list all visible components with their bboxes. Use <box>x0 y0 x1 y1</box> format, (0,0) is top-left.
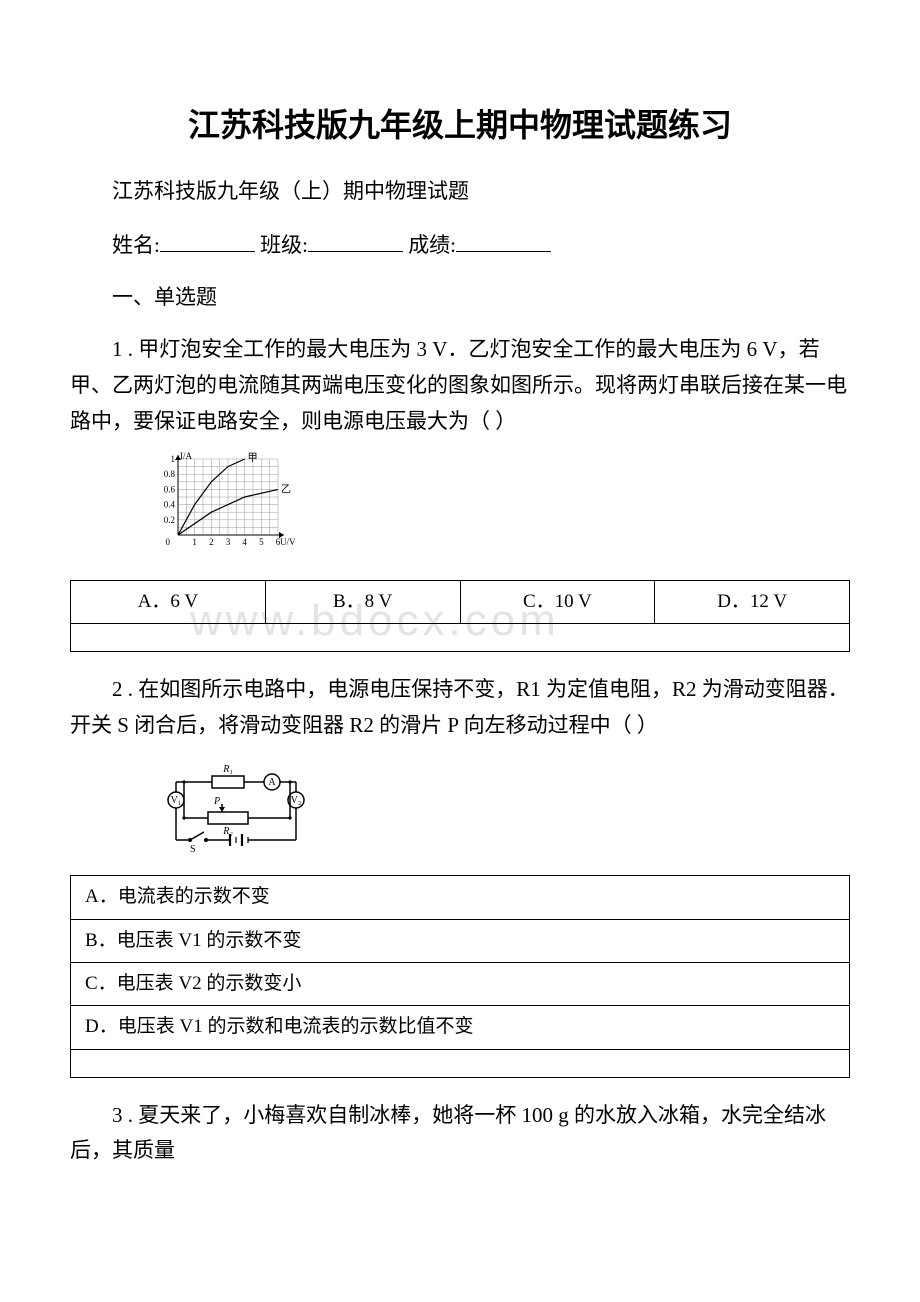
svg-text:0.2: 0.2 <box>164 515 175 525</box>
svg-text:3: 3 <box>226 537 231 547</box>
svg-text:2: 2 <box>209 537 214 547</box>
class-blank[interactable] <box>308 227 403 252</box>
q2-choice-a[interactable]: A．电流表的示数不变 <box>71 876 850 919</box>
circuit-diagram-icon: A R₁ V₁ V₂ P R₂ S <box>160 758 310 853</box>
score-blank[interactable] <box>456 227 551 252</box>
q1-choices: A．6 V B．8 V C．10 V D．12 V <box>70 580 850 652</box>
q1-chart: 1234560.20.40.60.810I/AU/V甲乙 <box>150 451 850 570</box>
svg-text:1: 1 <box>171 454 176 464</box>
q2-choices: A．电流表的示数不变 B．电压表 V1 的示数不变 C．电压表 V2 的示数变小… <box>70 875 850 1078</box>
q1-choice-c[interactable]: C．10 V <box>460 580 655 623</box>
q2-choice-d[interactable]: D．电压表 V1 的示数和电流表的示数比值不变 <box>71 1006 850 1049</box>
subtitle: 江苏科技版九年级（上）期中物理试题 <box>70 175 850 209</box>
student-info: 姓名: 班级: 成绩: <box>70 227 850 263</box>
section-1-header: 一、单选题 <box>70 281 850 315</box>
svg-text:P: P <box>213 796 220 807</box>
svg-text:V₂: V₂ <box>291 795 302 806</box>
score-label: 成绩: <box>408 233 456 257</box>
name-label: 姓名: <box>112 233 160 257</box>
class-label: 班级: <box>260 233 308 257</box>
svg-text:5: 5 <box>259 537 264 547</box>
svg-text:A: A <box>268 777 276 788</box>
q1-choice-d[interactable]: D．12 V <box>655 580 850 623</box>
name-blank[interactable] <box>160 227 255 252</box>
svg-text:甲: 甲 <box>248 453 258 464</box>
watermark: www.bdocx.com <box>190 586 560 656</box>
q2-choice-c[interactable]: C．电压表 V2 的示数变小 <box>71 962 850 1005</box>
q3-text: 3 . 夏天来了，小梅喜欢自制冰棒，她将一杯 100 g 的水放入冰箱，水完全结… <box>70 1098 850 1169</box>
svg-text:I/A: I/A <box>180 451 192 461</box>
page-title: 江苏科技版九年级上期中物理试题练习 <box>70 100 850 151</box>
q2-text: 2 . 在如图所示电路中，电源电压保持不变，R1 为定值电阻，R2 为滑动变阻器… <box>70 672 850 743</box>
q1-text: 1 . 甲灯泡安全工作的最大电压为 3 V．乙灯泡安全工作的最大电压为 6 V，… <box>70 332 850 439</box>
svg-text:R₂: R₂ <box>222 826 233 837</box>
svg-text:0: 0 <box>166 537 171 547</box>
svg-text:0.8: 0.8 <box>164 469 176 479</box>
svg-text:R₁: R₁ <box>222 764 233 775</box>
svg-text:4: 4 <box>242 537 247 547</box>
svg-text:0.6: 0.6 <box>164 485 176 495</box>
svg-text:V₁: V₁ <box>171 795 182 806</box>
svg-text:U/V: U/V <box>280 537 296 547</box>
svg-text:0.4: 0.4 <box>164 500 176 510</box>
q2-choice-b[interactable]: B．电压表 V1 的示数不变 <box>71 919 850 962</box>
q1-answer-row[interactable] <box>71 624 850 652</box>
svg-text:S: S <box>190 844 196 853</box>
q2-circuit: A R₁ V₁ V₂ P R₂ S <box>160 758 850 862</box>
svg-text:1: 1 <box>192 537 197 547</box>
iv-chart-icon: 1234560.20.40.60.810I/AU/V甲乙 <box>150 451 310 561</box>
svg-text:乙: 乙 <box>281 484 291 496</box>
q1-choice-b[interactable]: B．8 V <box>265 580 460 623</box>
q2-answer-row[interactable] <box>71 1049 850 1077</box>
q1-choice-a[interactable]: A．6 V <box>71 580 266 623</box>
